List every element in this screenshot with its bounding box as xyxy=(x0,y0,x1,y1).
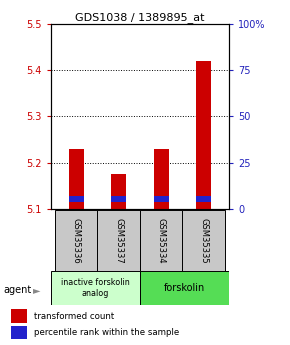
Bar xyxy=(111,196,126,202)
Text: transformed count: transformed count xyxy=(34,312,114,321)
Text: forskolin: forskolin xyxy=(164,283,205,293)
Bar xyxy=(182,210,225,271)
Bar xyxy=(97,210,140,271)
Bar xyxy=(140,271,229,305)
Text: agent: agent xyxy=(3,286,31,295)
Bar xyxy=(154,196,168,202)
Bar xyxy=(69,149,84,209)
Text: inactive forskolin
analog: inactive forskolin analog xyxy=(61,278,130,298)
Bar xyxy=(11,326,26,339)
Bar xyxy=(111,174,126,209)
Bar xyxy=(11,309,26,323)
Bar xyxy=(55,210,97,271)
Text: GSM35335: GSM35335 xyxy=(199,218,208,264)
Title: GDS1038 / 1389895_at: GDS1038 / 1389895_at xyxy=(75,12,205,23)
Bar xyxy=(51,271,140,305)
Bar xyxy=(196,61,211,209)
Text: GSM35334: GSM35334 xyxy=(157,218,166,264)
Bar xyxy=(154,149,168,209)
Text: percentile rank within the sample: percentile rank within the sample xyxy=(34,328,179,337)
Text: GSM35336: GSM35336 xyxy=(72,218,81,264)
Bar xyxy=(140,210,182,271)
Bar xyxy=(196,196,211,202)
Bar xyxy=(69,196,84,202)
Text: ►: ► xyxy=(33,286,41,295)
Text: GSM35337: GSM35337 xyxy=(114,218,123,264)
